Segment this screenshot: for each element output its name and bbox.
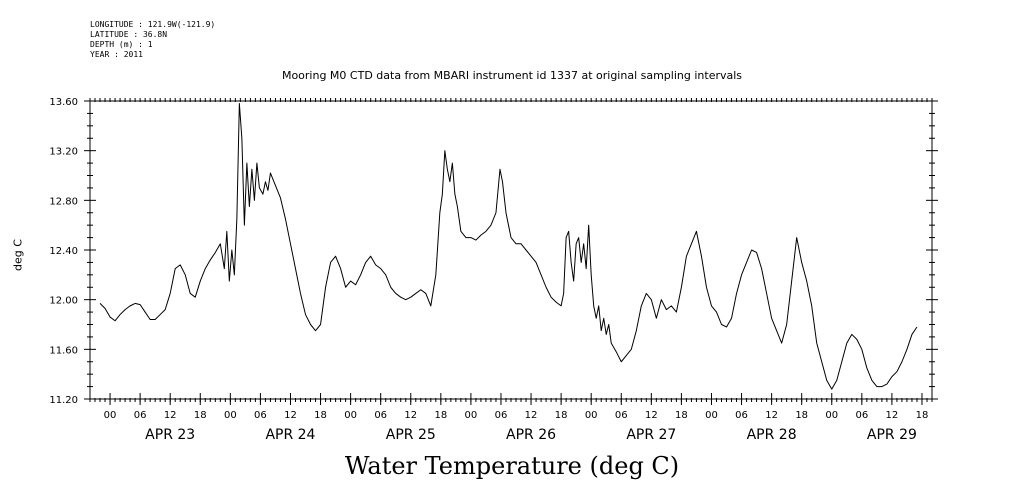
y-tick-label: 13.20 bbox=[49, 147, 78, 158]
x-tick-label: 18 bbox=[916, 410, 929, 421]
x-tick-label: 18 bbox=[555, 410, 568, 421]
x-tick-label: 06 bbox=[615, 410, 628, 421]
x-tick-label: 06 bbox=[735, 410, 748, 421]
x-tick-label: 00 bbox=[465, 410, 478, 421]
x-day-label: APR 27 bbox=[626, 427, 676, 443]
x-day-label: APR 29 bbox=[867, 427, 917, 443]
y-tick-label: 13.60 bbox=[49, 97, 78, 108]
chart-title: Mooring M0 CTD data from MBARI instrumen… bbox=[281, 69, 743, 82]
x-tick-label: 06 bbox=[855, 410, 868, 421]
x-tick-label: 00 bbox=[104, 410, 117, 421]
x-tick-label: 18 bbox=[194, 410, 207, 421]
year-text: YEAR : 2011 bbox=[90, 50, 143, 59]
x-day-label: APR 24 bbox=[265, 427, 315, 443]
x-day-label: APR 26 bbox=[506, 427, 556, 443]
x-day-label: APR 28 bbox=[747, 427, 797, 443]
series-line bbox=[99, 102, 918, 390]
x-tick-label: 12 bbox=[404, 410, 417, 421]
depth-text: DEPTH (m) : 1 bbox=[90, 40, 153, 49]
x-tick-label: 12 bbox=[164, 410, 177, 421]
x-tick-label: 00 bbox=[344, 410, 357, 421]
x-tick-label: 06 bbox=[134, 410, 147, 421]
x-tick-label: 06 bbox=[495, 410, 508, 421]
y-tick-label: 11.60 bbox=[49, 345, 78, 356]
x-tick-label: 18 bbox=[314, 410, 327, 421]
x-tick-label: 12 bbox=[525, 410, 538, 421]
x-tick-label: 12 bbox=[765, 410, 778, 421]
metadata-block: LONGITUDE : 121.9W(-121.9) LATITUDE : 36… bbox=[90, 20, 215, 60]
x-tick-label: 00 bbox=[585, 410, 598, 421]
x-axis-title: Water Temperature (deg C) bbox=[344, 452, 680, 480]
latitude-text: LATITUDE : 36.8N bbox=[90, 30, 168, 39]
x-tick-label: 12 bbox=[284, 410, 297, 421]
x-day-label: APR 23 bbox=[145, 427, 195, 443]
x-tick-label: 06 bbox=[374, 410, 387, 421]
x-tick-label: 12 bbox=[645, 410, 658, 421]
y-tick-label: 12.00 bbox=[49, 296, 78, 307]
x-tick-label: 18 bbox=[675, 410, 688, 421]
x-tick-label: 00 bbox=[825, 410, 838, 421]
x-tick-label: 00 bbox=[705, 410, 718, 421]
x-day-label: APR 25 bbox=[386, 427, 436, 443]
longitude-text: LONGITUDE : 121.9W(-121.9) bbox=[90, 20, 216, 29]
x-tick-label: 18 bbox=[434, 410, 447, 421]
y-tick-label: 12.80 bbox=[49, 196, 78, 207]
y-tick-label: 12.40 bbox=[49, 246, 78, 257]
x-tick-label: 18 bbox=[795, 410, 808, 421]
y-tick-label: 11.20 bbox=[49, 395, 78, 406]
x-tick-label: 12 bbox=[886, 410, 899, 421]
x-tick-label: 06 bbox=[254, 410, 267, 421]
x-tick-label: 00 bbox=[224, 410, 237, 421]
